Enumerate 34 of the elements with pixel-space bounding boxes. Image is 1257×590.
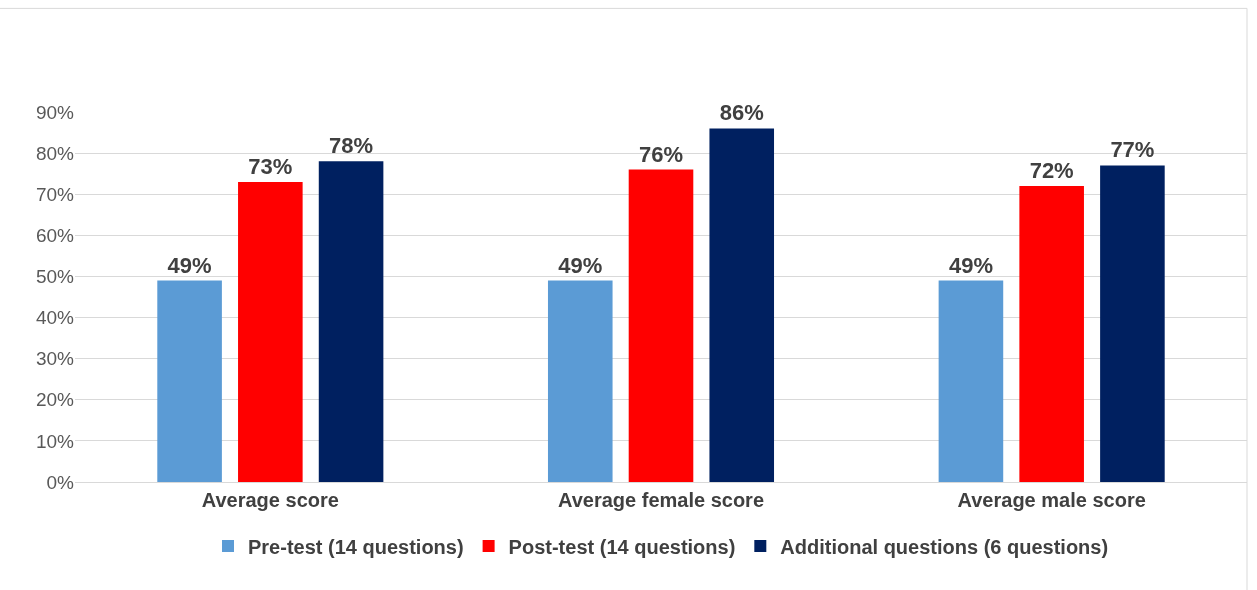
y-tick-label: 30% <box>35 348 75 370</box>
data-label: 49% <box>948 252 993 278</box>
y-tick-label: 10% <box>35 430 75 452</box>
data-label: 77% <box>1110 137 1155 163</box>
bar <box>547 280 613 482</box>
y-tick-label: 80% <box>35 142 75 164</box>
bar <box>938 280 1004 482</box>
bar <box>238 181 303 482</box>
y-tick-label: 70% <box>35 183 75 205</box>
data-label: 49% <box>558 252 603 278</box>
x-tick-label: Average female score <box>557 489 765 511</box>
x-tick-label: Average score <box>201 489 339 511</box>
y-tick-label: 60% <box>35 224 75 246</box>
y-tick-label: 40% <box>35 307 75 329</box>
y-tick-label: 20% <box>35 389 75 411</box>
data-label: 72% <box>1029 158 1074 183</box>
y-tick-label: 0% <box>46 471 75 493</box>
legend-label: Additional questions (6 questions) <box>780 535 1109 558</box>
bar <box>709 128 775 482</box>
data-label: 76% <box>638 141 684 167</box>
data-label: 73% <box>248 153 293 179</box>
bar <box>318 161 384 482</box>
data-label: 86% <box>719 100 764 126</box>
y-tick-label: 50% <box>35 266 75 288</box>
bar <box>628 169 694 482</box>
legend-label: Post-test (14 questions) <box>508 535 736 558</box>
data-label: 78% <box>329 133 374 159</box>
bar <box>1100 165 1165 482</box>
y-tick-label: 90% <box>35 101 75 123</box>
bar <box>1019 186 1084 482</box>
bar <box>157 280 222 482</box>
legend-label: Pre-test (14 questions) <box>248 535 464 558</box>
x-tick-label: Average male score <box>957 489 1146 511</box>
data-label: 49% <box>167 252 212 278</box>
